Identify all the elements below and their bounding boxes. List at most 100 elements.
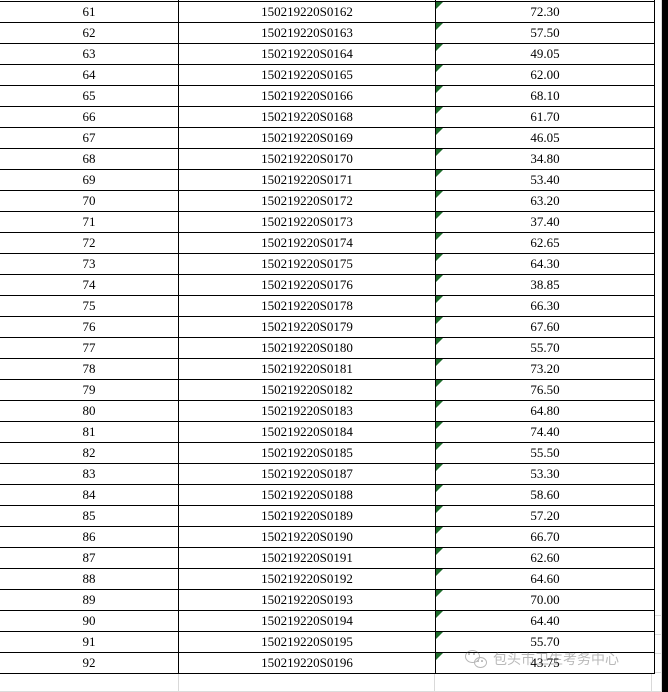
cell-admission-ticket-number[interactable]: 150219220S0173 [178,211,436,233]
cell-sequence-number[interactable]: 68 [0,148,179,170]
cell-sequence-number[interactable]: 91 [0,631,179,653]
cell-admission-ticket-number[interactable]: 150219220S0162 [178,1,436,23]
table-row[interactable]: 71 150219220S0173 37.40 [0,211,655,233]
cell-score[interactable]: 63.20 [435,190,655,212]
table-row[interactable]: 92 150219220S0196 43.75 [0,652,655,674]
cell-admission-ticket-number[interactable]: 150219220S0169 [178,127,436,149]
table-row[interactable]: 83 150219220S0187 53.30 [0,463,655,485]
table-row[interactable]: 61 150219220S0162 72.30 [0,1,655,23]
cell-score[interactable]: 55.70 [435,337,655,359]
cell-admission-ticket-number[interactable]: 150219220S0183 [178,400,436,422]
cell-sequence-number[interactable]: 76 [0,316,179,338]
cell-sequence-number[interactable]: 70 [0,190,179,212]
cell-admission-ticket-number[interactable]: 150219220S0176 [178,274,436,296]
cell-sequence-number[interactable]: 63 [0,43,179,65]
cell-score[interactable]: 37.40 [435,211,655,233]
table-row[interactable]: 68 150219220S0170 34.80 [0,148,655,170]
table-row[interactable]: 86 150219220S0190 66.70 [0,526,655,548]
cell-sequence-number[interactable]: 73 [0,253,179,275]
cell-admission-ticket-number[interactable]: 150219220S0191 [178,547,436,569]
cell-admission-ticket-number[interactable]: 150219220S0165 [178,64,436,86]
cell-admission-ticket-number[interactable]: 150219220S0182 [178,379,436,401]
cell-admission-ticket-number[interactable]: 150219220S0174 [178,232,436,254]
cell-sequence-number[interactable]: 61 [0,1,179,23]
table-row[interactable]: 90 150219220S0194 64.40 [0,610,655,632]
cell-admission-ticket-number[interactable]: 150219220S0181 [178,358,436,380]
cell-sequence-number[interactable]: 62 [0,22,179,44]
cell-sequence-number[interactable]: 89 [0,589,179,611]
cell-sequence-number[interactable]: 90 [0,610,179,632]
cell-admission-ticket-number[interactable]: 150219220S0179 [178,316,436,338]
cell-score[interactable]: 76.50 [435,379,655,401]
cell-score[interactable]: 38.85 [435,274,655,296]
cell-score[interactable]: 53.30 [435,463,655,485]
table-row[interactable]: 62 150219220S0163 57.50 [0,22,655,44]
cell-sequence-number[interactable]: 69 [0,169,179,191]
cell-sequence-number[interactable]: 86 [0,526,179,548]
table-row[interactable]: 80 150219220S0183 64.80 [0,400,655,422]
cell-sequence-number[interactable]: 82 [0,442,179,464]
cell-admission-ticket-number[interactable]: 150219220S0166 [178,85,436,107]
cell-admission-ticket-number[interactable]: 150219220S0164 [178,43,436,65]
cell-sequence-number[interactable]: 85 [0,505,179,527]
cell-score[interactable]: 62.60 [435,547,655,569]
cell-sequence-number[interactable]: 87 [0,547,179,569]
cell-score[interactable]: 49.05 [435,43,655,65]
table-row[interactable]: 69 150219220S0171 53.40 [0,169,655,191]
table-row[interactable]: 88 150219220S0192 64.60 [0,568,655,590]
cell-admission-ticket-number[interactable]: 150219220S0185 [178,442,436,464]
cell-score[interactable]: 58.60 [435,484,655,506]
cell-score[interactable]: 66.70 [435,526,655,548]
cell-admission-ticket-number[interactable]: 150219220S0193 [178,589,436,611]
cell-sequence-number[interactable]: 71 [0,211,179,233]
cell-sequence-number[interactable]: 74 [0,274,179,296]
cell-sequence-number[interactable]: 66 [0,106,179,128]
cell-score[interactable]: 64.80 [435,400,655,422]
cell-admission-ticket-number[interactable]: 150219220S0192 [178,568,436,590]
table-row[interactable]: 89 150219220S0193 70.00 [0,589,655,611]
cell-sequence-number[interactable]: 72 [0,232,179,254]
table-row[interactable]: 84 150219220S0188 58.60 [0,484,655,506]
cell-admission-ticket-number[interactable]: 150219220S0189 [178,505,436,527]
table-row[interactable]: 73 150219220S0175 64.30 [0,253,655,275]
cell-score[interactable]: 53.40 [435,169,655,191]
table-row[interactable]: 78 150219220S0181 73.20 [0,358,655,380]
cell-score[interactable]: 72.30 [435,1,655,23]
table-row[interactable]: 75 150219220S0178 66.30 [0,295,655,317]
cell-admission-ticket-number[interactable]: 150219220S0184 [178,421,436,443]
cell-sequence-number[interactable]: 78 [0,358,179,380]
cell-score[interactable]: 46.05 [435,127,655,149]
cell-score[interactable]: 73.20 [435,358,655,380]
cell-admission-ticket-number[interactable]: 150219220S0180 [178,337,436,359]
cell-admission-ticket-number[interactable]: 150219220S0170 [178,148,436,170]
cell-score[interactable]: 64.60 [435,568,655,590]
table-row[interactable]: 87 150219220S0191 62.60 [0,547,655,569]
table-row[interactable]: 91 150219220S0195 55.70 [0,631,655,653]
cell-score[interactable]: 68.10 [435,85,655,107]
cell-admission-ticket-number[interactable]: 150219220S0163 [178,22,436,44]
table-row[interactable]: 72 150219220S0174 62.65 [0,232,655,254]
cell-score[interactable]: 43.75 [435,652,655,674]
cell-sequence-number[interactable]: 80 [0,400,179,422]
cell-admission-ticket-number[interactable]: 150219220S0196 [178,652,436,674]
table-row[interactable]: 82 150219220S0185 55.50 [0,442,655,464]
cell-sequence-number[interactable]: 84 [0,484,179,506]
cell-sequence-number[interactable]: 67 [0,127,179,149]
table-row[interactable]: 76 150219220S0179 67.60 [0,316,655,338]
cell-admission-ticket-number[interactable]: 150219220S0168 [178,106,436,128]
table-row[interactable]: 79 150219220S0182 76.50 [0,379,655,401]
cell-sequence-number[interactable]: 81 [0,421,179,443]
cell-sequence-number[interactable]: 65 [0,85,179,107]
cell-score[interactable]: 61.70 [435,106,655,128]
table-row[interactable]: 74 150219220S0176 38.85 [0,274,655,296]
cell-sequence-number[interactable]: 88 [0,568,179,590]
cell-admission-ticket-number[interactable]: 150219220S0194 [178,610,436,632]
cell-sequence-number[interactable]: 79 [0,379,179,401]
cell-admission-ticket-number[interactable]: 150219220S0171 [178,169,436,191]
cell-admission-ticket-number[interactable]: 150219220S0178 [178,295,436,317]
cell-score[interactable]: 67.60 [435,316,655,338]
cell-score[interactable]: 55.50 [435,442,655,464]
cell-sequence-number[interactable]: 92 [0,652,179,674]
table-row[interactable]: 64 150219220S0165 62.00 [0,64,655,86]
table-row[interactable]: 65 150219220S0166 68.10 [0,85,655,107]
